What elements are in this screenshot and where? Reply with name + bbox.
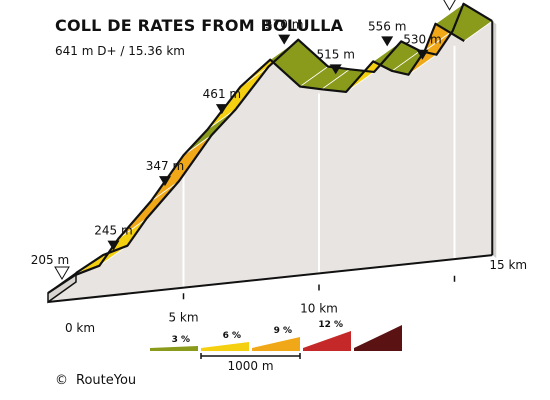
peak-marker-icon (329, 64, 342, 75)
km-tick-label: 10 km (300, 302, 338, 316)
summit-marker-icon (443, 0, 456, 11)
peak-marker-icon (158, 176, 171, 187)
elevation-label: 205 m (31, 253, 69, 267)
km-tick-label: 0 km (65, 321, 95, 335)
profile-back-edge (75, 2, 493, 274)
elevation-label: 347 m (146, 159, 184, 173)
km-tick-label: 15 km (489, 258, 527, 272)
km-tick-label: 5 km (168, 310, 198, 324)
elevation-label: 530 m (403, 33, 441, 47)
legend-label: 9 % (274, 326, 292, 336)
legend-swatch (150, 346, 198, 351)
legend-swatch (252, 337, 300, 351)
legend-swatch (354, 325, 402, 351)
elevation-label: 570 m (265, 18, 303, 32)
elevation-label: 461 m (203, 87, 241, 101)
legend-swatch (201, 342, 249, 351)
elevation-label: 556 m (368, 19, 406, 33)
copyright: © RouteYou (55, 373, 136, 388)
copyright-icon: © (55, 373, 68, 388)
profile-baseline (47, 254, 493, 303)
chart-subtitle: 641 m D+ / 15.36 km (55, 44, 185, 58)
elevation-label: 515 m (316, 47, 354, 61)
legend-label: 6 % (223, 331, 241, 341)
brand-name: RouteYou (76, 373, 137, 388)
peak-marker-icon (381, 36, 394, 47)
profile-side-face (48, 21, 493, 303)
peak-marker-icon (215, 104, 228, 115)
legend-swatch (303, 331, 351, 351)
legend-label: 3 % (172, 335, 190, 345)
peak-marker-icon (107, 240, 120, 251)
legend-label: 12 % (318, 320, 343, 330)
chart-title: COLL DE RATES FROM BOLULLA (55, 16, 344, 35)
legend-scale-label: 1000 m (227, 359, 273, 373)
peak-marker-icon (278, 34, 291, 45)
elevation-label: 245 m (94, 224, 132, 238)
peak-marker-icon (416, 49, 429, 60)
summit-marker-icon (54, 266, 70, 280)
